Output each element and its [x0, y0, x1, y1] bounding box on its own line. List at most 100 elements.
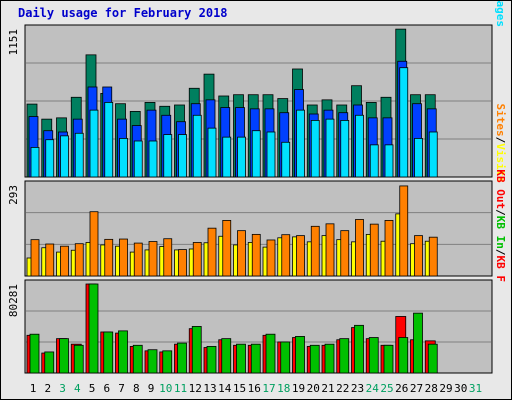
bar-pages-day-25	[384, 144, 394, 178]
bar-sites-day-20	[310, 225, 320, 277]
bar-kb-out-day-25	[383, 344, 394, 374]
bar-sites-day-12	[192, 242, 202, 277]
bar-sites-day-28	[428, 236, 438, 277]
bar-sites-day-24	[369, 223, 379, 277]
day-label-1: 1	[30, 382, 37, 395]
day-label-11: 11	[174, 382, 187, 395]
day-label-12: 12	[189, 382, 202, 395]
bar-sites-day-27	[414, 235, 423, 277]
legend-entry: /	[494, 137, 507, 144]
bar-pages-day-6	[104, 102, 114, 178]
bar-sites-day-2	[45, 243, 55, 277]
day-label-9: 9	[148, 382, 155, 395]
bar-sites-day-17	[266, 239, 276, 277]
bar-pages-day-16	[251, 130, 261, 178]
bar-pages-day-17	[266, 131, 276, 178]
bar-pages-day-2	[45, 139, 55, 178]
legend-entry: Sites	[494, 104, 507, 137]
legend-entry: /	[494, 209, 507, 216]
bar-sites-day-13	[207, 227, 217, 277]
bar-pages-day-8	[133, 140, 143, 178]
bar-pages-day-1	[30, 147, 40, 178]
legend-entry: KB In	[494, 216, 507, 249]
bar-pages-day-21	[325, 118, 335, 178]
bar-kb-out-day-7	[118, 330, 128, 374]
bar-pages-day-5	[89, 109, 99, 178]
day-label-3: 3	[59, 382, 66, 395]
bar-kb-out-day-16	[250, 343, 261, 374]
day-label-24: 24	[366, 382, 380, 395]
day-label-7: 7	[118, 382, 125, 395]
day-label-6: 6	[103, 382, 110, 395]
y-max-label: 1151	[7, 29, 20, 56]
chart-title: Daily usage for February 2018	[18, 6, 228, 20]
day-label-22: 22	[336, 382, 349, 395]
bar-kb-out-day-21	[324, 343, 335, 374]
bar-sites-day-3	[60, 245, 69, 277]
bar-sites-day-7	[119, 238, 128, 277]
bar-pages-day-9	[148, 140, 158, 178]
bar-sites-day-22	[340, 230, 350, 277]
legend-hits-files-pages: Hits/Files/Pages	[494, 0, 507, 27]
bar-sites-day-8	[133, 242, 143, 277]
bar-kb-out-day-8	[132, 344, 143, 374]
bar-kb-out-day-23	[354, 324, 364, 374]
bar-pages-day-3	[60, 135, 69, 178]
bar-pages-day-20	[310, 120, 320, 178]
bar-pages-day-28	[428, 131, 438, 178]
bar-kb-out-day-10	[162, 350, 173, 374]
bar-kb-out-day-3	[59, 338, 69, 374]
day-label-29: 29	[439, 382, 452, 395]
bar-pages-day-12	[192, 114, 202, 178]
bar-kb-out-day-11	[177, 342, 187, 374]
bar-kb-out-day-27	[413, 312, 423, 374]
legend-entry: Visits	[494, 143, 507, 183]
bar-sites-day-26	[399, 185, 409, 277]
day-label-16: 16	[248, 382, 261, 395]
bar-kb-out-day-19	[295, 336, 305, 374]
legend-visits-sites: Sites/Visits	[494, 104, 507, 184]
bar-sites-day-9	[148, 241, 158, 277]
bar-pages-day-27	[414, 138, 423, 178]
legend-entry: KB Out	[494, 169, 507, 209]
bar-kb-out-day-17	[265, 333, 276, 374]
bar-sites-day-10	[163, 238, 173, 277]
bar-sites-day-18	[281, 234, 291, 277]
panel-hits-files-pages: 1151 Hits/Files/Pages	[7, 0, 507, 178]
bar-pages-day-10	[163, 134, 173, 178]
bar-kb-out-day-20	[309, 344, 320, 374]
day-label-17: 17	[262, 382, 275, 395]
legend-entry: KB F	[494, 256, 507, 283]
legend-kb-traffic: KB Out/KB In/KB F	[494, 169, 507, 282]
bar-kb-out-day-2	[44, 351, 55, 374]
bar-pages-day-4	[74, 132, 84, 178]
bar-kb-out-day-22	[339, 338, 350, 374]
bar-sites-day-14	[222, 220, 232, 277]
day-label-20: 20	[307, 382, 320, 395]
bar-kb-out-day-6	[103, 331, 114, 374]
bar-kb-out-day-18	[280, 341, 291, 374]
bar-sites-day-1	[30, 239, 40, 277]
bar-sites-day-23	[355, 219, 364, 277]
bar-kb-out-day-5	[88, 283, 99, 374]
bar-kb-out-day-26	[398, 337, 409, 374]
bar-sites-day-19	[296, 235, 305, 277]
day-label-4: 4	[74, 382, 81, 395]
day-label-27: 27	[410, 382, 423, 395]
bar-pages-day-26	[399, 67, 409, 178]
y-max-label: 80281	[7, 284, 20, 317]
bar-pages-day-18	[281, 141, 291, 178]
day-label-14: 14	[218, 382, 232, 395]
day-label-15: 15	[233, 382, 246, 395]
day-label-13: 13	[203, 382, 216, 395]
x-axis: 1 2 3 4 5 6 7 8 9 10 11 12 13 14 15 16 17 18 19 20 21 22 23 24 2…	[30, 382, 482, 395]
bar-pages-day-15	[237, 136, 246, 178]
bar-sites-day-11	[178, 249, 187, 277]
day-label-31: 31	[469, 382, 482, 395]
legend-entry: /	[494, 249, 507, 256]
bar-kb-out-day-15	[236, 343, 246, 374]
day-label-18: 18	[277, 382, 290, 395]
legend-entry: Pages	[494, 0, 507, 27]
